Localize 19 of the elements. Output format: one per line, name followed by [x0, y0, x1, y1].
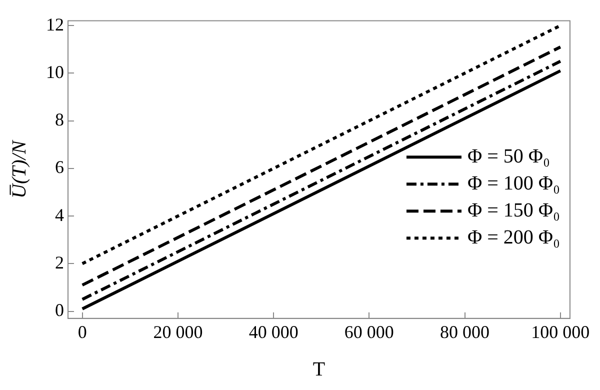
x-tick-label: 0 — [78, 322, 87, 342]
y-tick-label: 8 — [55, 110, 64, 130]
y-tick-label: 6 — [55, 157, 64, 178]
legend-label: Φ = 200 Φ₀ — [467, 226, 560, 248]
y-tick-label: 2 — [55, 252, 64, 272]
x-tick-label: 60 000 — [344, 322, 394, 342]
y-tick-label: 0 — [55, 300, 64, 320]
y-tick-label: 10 — [46, 62, 64, 82]
x-tick-label: 40 000 — [248, 322, 298, 342]
y-axis-title: U̅(T)/N — [8, 139, 30, 198]
y-tick-label: 4 — [55, 204, 64, 225]
x-axis-title: T — [312, 358, 326, 380]
x-tick-label: 20 000 — [153, 322, 203, 342]
y-tick-label: 12 — [46, 14, 64, 34]
legend-label: Φ = 50 Φ₀ — [467, 145, 550, 168]
legend-label: Φ = 150 Φ₀ — [467, 199, 560, 222]
x-tick-label: 100 000 — [531, 322, 590, 342]
x-tick-label: 80 000 — [440, 322, 490, 342]
legend-label: Φ = 100 Φ₀ — [467, 172, 560, 194]
